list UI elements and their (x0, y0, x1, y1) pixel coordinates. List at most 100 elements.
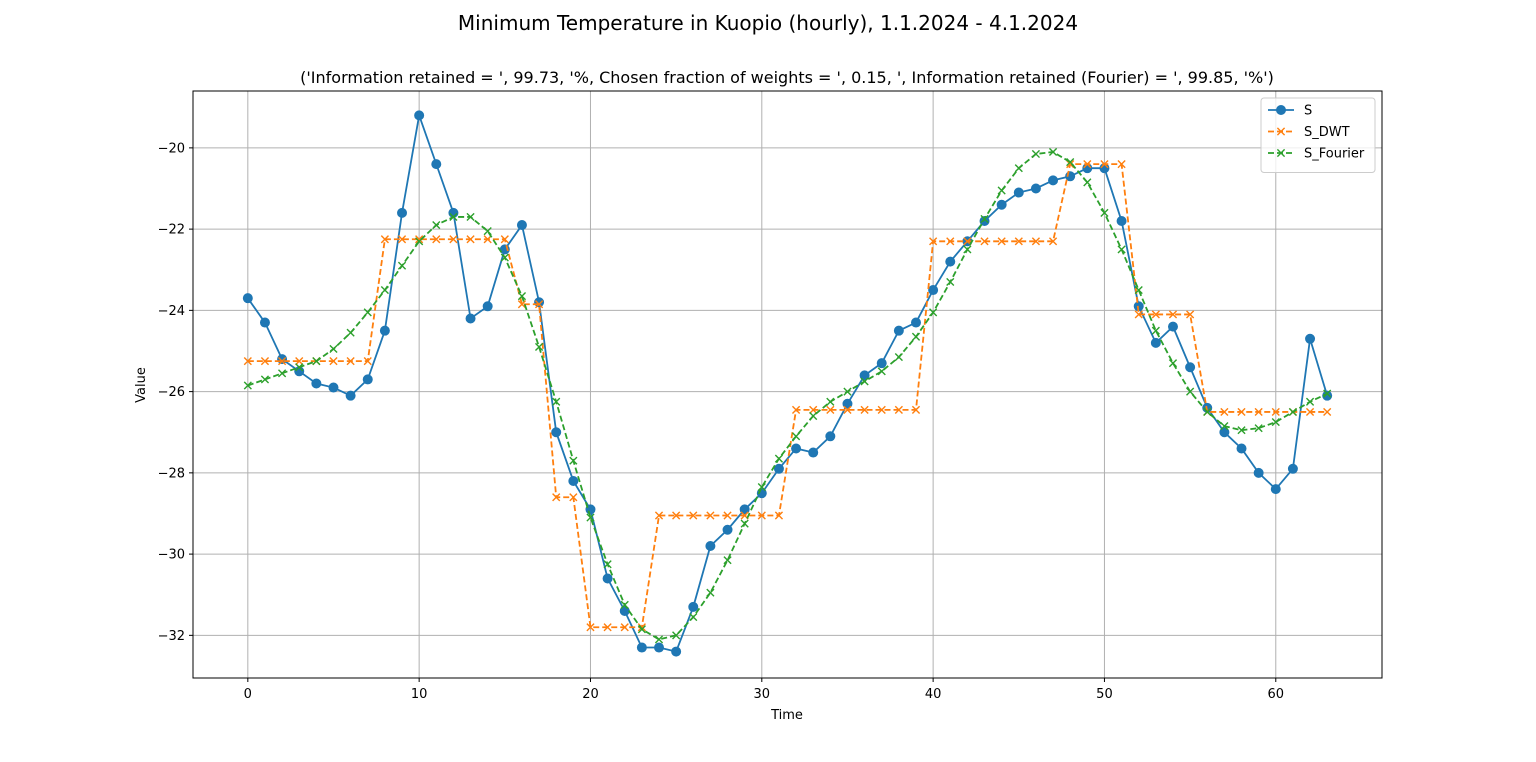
data-point (346, 357, 355, 366)
data-point (689, 612, 698, 622)
data-point (242, 293, 253, 304)
legend-marker (1276, 105, 1286, 115)
data-point (414, 110, 425, 121)
data-point (431, 159, 442, 170)
data-point (432, 220, 441, 230)
data-point (1237, 407, 1246, 417)
data-point (1100, 208, 1109, 217)
x-tick-label: 50 (1096, 687, 1113, 702)
data-point (979, 215, 990, 226)
data-point (277, 369, 287, 378)
legend-item: S (1268, 104, 1312, 119)
legend: S S_DWT S_Fourier (1260, 97, 1376, 173)
x-tick-label: 60 (1268, 687, 1285, 702)
data-point (843, 387, 852, 396)
series-line (247, 111, 1329, 653)
y-tick-label: −32 (158, 629, 185, 644)
data-point (637, 623, 646, 632)
data-point (1254, 407, 1263, 417)
data-point (637, 625, 646, 634)
data-point (1151, 326, 1160, 335)
data-point (1134, 310, 1143, 319)
data-point (483, 227, 492, 236)
legend-marker (1276, 148, 1286, 158)
data-point (860, 377, 869, 386)
data-point (946, 277, 955, 287)
data-point (1151, 310, 1160, 319)
x-axis-label: Time (770, 708, 803, 723)
data-point (1048, 147, 1058, 157)
data-point (1236, 443, 1247, 454)
data-point (877, 367, 886, 376)
data-point (603, 623, 612, 632)
data-point (482, 301, 493, 312)
data-point (586, 513, 595, 522)
data-point (552, 397, 561, 406)
data-point (773, 463, 784, 474)
data-point (415, 237, 424, 246)
legend-item: S_Fourier (1268, 147, 1365, 162)
data-point (1117, 160, 1126, 169)
series-layer (242, 110, 1333, 657)
data-point (363, 308, 372, 317)
data-point (569, 456, 578, 465)
data-point (1134, 285, 1143, 295)
x-tick-label: 20 (582, 687, 599, 702)
data-point (568, 475, 579, 486)
data-point (1271, 407, 1280, 417)
data-point (1150, 337, 1161, 348)
data-point (1048, 237, 1058, 246)
data-point (876, 358, 887, 369)
data-point (345, 390, 356, 401)
data-point (449, 235, 458, 244)
data-point (809, 411, 818, 421)
data-point (1013, 187, 1024, 198)
data-point (842, 398, 853, 409)
y-tick-label: −24 (158, 304, 185, 319)
data-point (946, 237, 955, 246)
data-point (654, 642, 665, 653)
data-point (928, 285, 939, 296)
data-point (1305, 407, 1315, 417)
y-tick-label: −30 (158, 548, 185, 563)
data-point (483, 235, 492, 244)
data-point (397, 261, 407, 270)
series-line (247, 151, 1328, 641)
data-point (397, 207, 408, 218)
data-point (1219, 427, 1230, 438)
data-point (620, 600, 629, 609)
series-s-dwt (243, 160, 1332, 632)
data-point (517, 300, 527, 309)
data-point (843, 405, 852, 414)
data-point (552, 493, 561, 502)
data-point (277, 354, 288, 365)
data-point (569, 493, 578, 502)
data-point (774, 454, 784, 463)
data-point (1031, 149, 1041, 159)
data-point (1271, 417, 1280, 427)
data-point (432, 235, 441, 244)
data-point (910, 317, 921, 328)
data-point (603, 560, 612, 569)
data-point (997, 237, 1006, 246)
data-point (1323, 389, 1332, 398)
data-point (672, 511, 681, 520)
y-tick-label: −22 (158, 223, 185, 238)
data-point (1288, 407, 1298, 417)
data-point (312, 357, 321, 366)
data-point (586, 623, 595, 632)
data-point (1031, 237, 1041, 246)
data-point (859, 370, 870, 381)
data-point (311, 378, 322, 389)
data-point (534, 297, 545, 308)
legend-marker (1276, 127, 1286, 136)
data-point (346, 328, 355, 337)
data-point (295, 363, 304, 372)
data-point (362, 374, 373, 385)
data-point (929, 237, 938, 246)
data-point (243, 357, 252, 366)
data-point (328, 382, 339, 393)
data-point (1048, 175, 1059, 186)
legend-label: S (1304, 104, 1312, 119)
data-point (894, 405, 903, 414)
